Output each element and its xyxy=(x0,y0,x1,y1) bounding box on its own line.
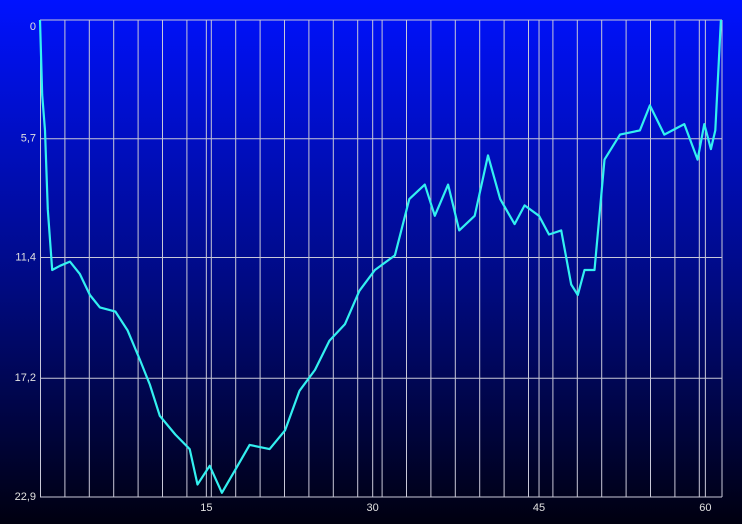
x-tick-label: 15 xyxy=(200,502,212,514)
x-tick-label: 60 xyxy=(699,502,711,514)
vertical-grid xyxy=(40,20,722,497)
x-tick-label: 45 xyxy=(533,502,545,514)
y-tick-label: 17,2 xyxy=(15,372,36,384)
y-tick-label: 0 xyxy=(30,21,36,33)
y-tick-label: 5,7 xyxy=(21,133,36,145)
y-tick-label: 22,9 xyxy=(15,491,36,503)
y-tick-label: 11,4 xyxy=(15,251,36,263)
depth-line xyxy=(38,19,722,494)
x-tick-label: 30 xyxy=(367,502,379,514)
